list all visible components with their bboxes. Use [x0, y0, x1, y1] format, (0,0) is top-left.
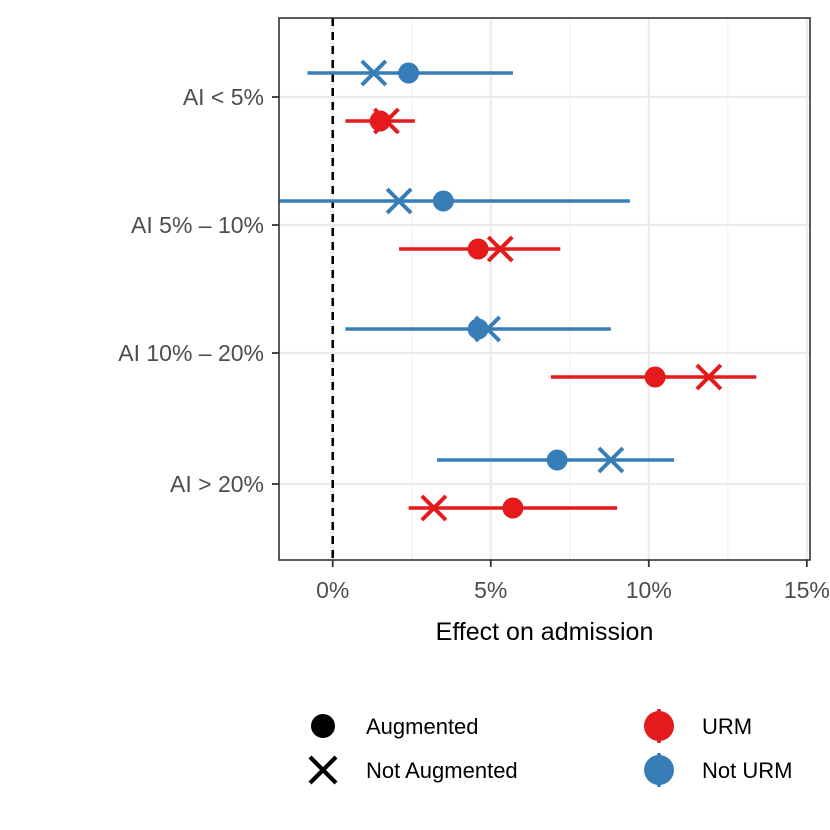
cross-stroke: [486, 235, 514, 263]
legend: Augmented Not Augmented URM Not URM: [308, 709, 792, 787]
x-tick-label: 0%: [316, 577, 349, 603]
augmented-point-urm: [467, 238, 489, 260]
legend-label-shape: Augmented: [366, 714, 479, 739]
axes: AI < 5% AI 5% – 10% AI 10% – 20% AI > 20% 0%…: [118, 84, 830, 603]
legend-label-shape: Not Augmented: [366, 758, 518, 783]
augmented-point-urm: [644, 366, 666, 388]
x-tick-label: 15%: [784, 577, 830, 603]
augmented-point-not-urm: [467, 318, 489, 340]
augmented-point-urm: [502, 497, 524, 519]
legend-key-circle: [311, 714, 335, 738]
grid-lines: [279, 18, 810, 560]
legend-color-dot: [644, 711, 674, 741]
legend-label-color: Not URM: [702, 758, 792, 783]
not-augmented-cross-not-urm: [385, 187, 413, 215]
plot-panel-border: [278, 17, 811, 561]
not-augmented-cross-not-urm: [597, 446, 625, 474]
legend-circle-marker: [311, 714, 335, 738]
not-augmented-cross-urm: [486, 235, 514, 263]
not-augmented-cross-urm: [695, 363, 723, 391]
y-tick-label: AI < 5%: [183, 84, 264, 110]
cross-stroke: [360, 59, 388, 87]
data-marks: [279, 59, 757, 522]
cross-stroke: [420, 494, 448, 522]
not-augmented-cross-urm: [420, 494, 448, 522]
not-augmented-cross-not-urm: [360, 59, 388, 87]
legend-cross-stroke: [308, 755, 338, 785]
cross-stroke: [385, 187, 413, 215]
y-tick-label: AI 10% – 20%: [118, 340, 264, 366]
legend-key-color: [644, 753, 674, 787]
legend-label-color: URM: [702, 714, 752, 739]
x-tick-label: 10%: [626, 577, 672, 603]
augmented-point-not-urm: [546, 449, 568, 471]
legend-key-cross: [308, 755, 338, 785]
x-tick-label: 5%: [474, 577, 507, 603]
legend-color-dot: [644, 755, 674, 785]
x-axis-title: Effect on admission: [436, 618, 654, 646]
augmented-point-urm: [369, 110, 391, 132]
cross-stroke: [597, 446, 625, 474]
augmented-point-not-urm: [398, 62, 420, 84]
cross-stroke: [695, 363, 723, 391]
y-tick-label: AI 5% – 10%: [131, 212, 264, 238]
legend-key-color: [644, 709, 674, 743]
y-tick-label: AI > 20%: [170, 471, 264, 497]
augmented-point-not-urm: [432, 190, 454, 212]
